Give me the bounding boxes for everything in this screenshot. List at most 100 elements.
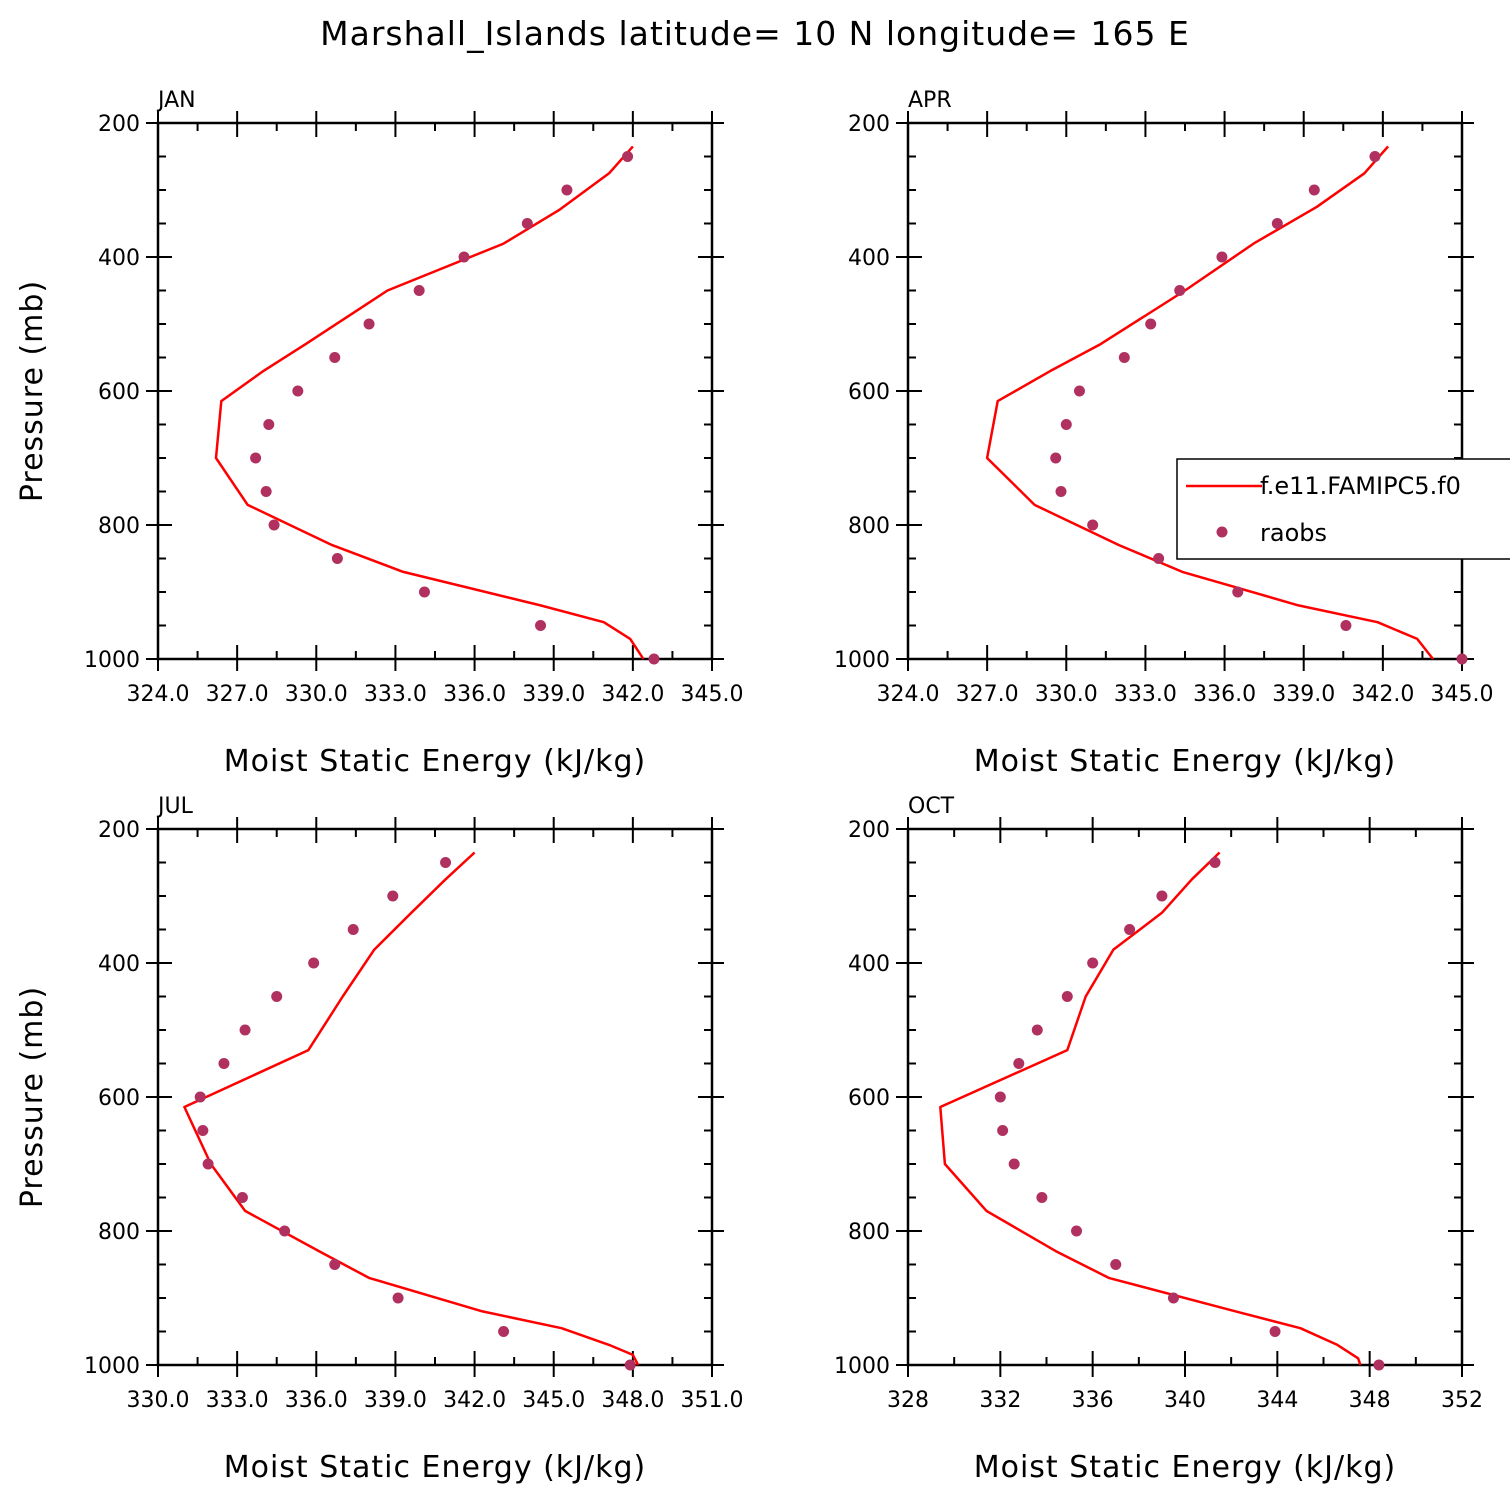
panel-jan: 200 400 600 800 1000 324.0 327.0 330.0 333.0 336.… <box>15 88 743 779</box>
obs-data-point <box>292 385 304 397</box>
obs-data-point <box>1167 1292 1179 1304</box>
x-tick-label: 327.0 <box>956 682 1019 707</box>
obs-data-point <box>1456 653 1468 665</box>
x-tick-label: 333.0 <box>364 682 427 707</box>
obs-data-point <box>308 957 320 969</box>
model-series-line <box>985 145 1434 660</box>
y-tick-label: 200 <box>98 112 140 137</box>
obs-data-point <box>260 486 272 497</box>
obs-data-point <box>561 184 573 196</box>
obs-data-point <box>194 1091 206 1103</box>
x-tick-label: 333.0 <box>1114 682 1177 707</box>
obs-data-point <box>271 991 283 1002</box>
obs-data-point <box>440 857 452 868</box>
y-tick-label: 400 <box>848 246 890 271</box>
x-tick-label: 352 <box>1441 1388 1483 1413</box>
obs-data-point <box>535 620 547 631</box>
obs-data-point <box>1055 486 1067 497</box>
obs-data-point <box>329 352 341 363</box>
y-tick-label: 800 <box>848 514 890 539</box>
obs-data-point <box>1209 857 1221 868</box>
obs-data-point <box>268 519 280 531</box>
figure-title: Marshall_Islands latitude= 10 N longitud… <box>320 14 1190 53</box>
x-tick-label: 345.0 <box>522 1388 585 1413</box>
x-tick-label: 324.0 <box>877 682 940 707</box>
y-axis-title: Pressure (mb) <box>15 986 50 1208</box>
obs-data-point <box>329 1259 341 1270</box>
obs-data-point <box>1124 924 1136 935</box>
x-tick-label: 336.0 <box>285 1388 348 1413</box>
x-tick-label: 344 <box>1256 1388 1298 1413</box>
model-series-line <box>214 145 645 660</box>
model-series-line <box>939 851 1362 1366</box>
plot-frame <box>906 121 1464 661</box>
obs-data-point <box>1036 1192 1048 1203</box>
obs-data-point <box>458 251 470 263</box>
x-tick-label: 340 <box>1164 1388 1206 1413</box>
legend-obs-label: raobs <box>1260 519 1327 547</box>
obs-data-point <box>331 553 343 564</box>
y-tick-label: 800 <box>98 1220 140 1245</box>
y-tick-label: 400 <box>98 246 140 271</box>
x-tick-label: 330.0 <box>127 1388 190 1413</box>
obs-data-point <box>418 586 430 598</box>
x-axis-title: Moist Static Energy (kJ/kg) <box>974 744 1397 779</box>
y-tick-label: 1000 <box>84 1354 140 1379</box>
plot-frame <box>906 827 1464 1367</box>
x-tick-label: 327.0 <box>206 682 269 707</box>
panel-title: JUL <box>156 794 194 819</box>
obs-data-point <box>263 419 275 430</box>
obs-data-point <box>1071 1225 1083 1237</box>
obs-data-point <box>648 653 660 665</box>
obs-data-point <box>1031 1024 1043 1036</box>
y-tick-label: 600 <box>848 380 890 405</box>
x-axis-title: Moist Static Energy (kJ/kg) <box>224 1450 647 1485</box>
y-tick-label: 200 <box>848 112 890 137</box>
obs-data-point <box>1008 1158 1020 1170</box>
panel-jul: 200 400 600 800 1000 330.0 333.0 336.0 339.0 342.… <box>15 794 743 1485</box>
obs-data-point <box>1061 991 1073 1002</box>
y-tick-label: 600 <box>848 1086 890 1111</box>
x-tick-label: 348.0 <box>601 1388 664 1413</box>
obs-data-point <box>197 1125 209 1136</box>
obs-data-point <box>1269 1326 1281 1337</box>
panel-oct: 200 400 600 800 1000 328 332 336 340 344 348 352 OCT… <box>834 794 1483 1485</box>
x-tick-label: 339.0 <box>1272 682 1335 707</box>
obs-data-point <box>413 285 425 296</box>
obs-data-point <box>1308 184 1320 196</box>
model-series-line <box>183 851 640 1366</box>
panel-title: OCT <box>908 794 955 819</box>
x-tick-label: 336.0 <box>1193 682 1256 707</box>
y-tick-label: 1000 <box>84 648 140 673</box>
x-tick-label: 342.0 <box>443 1388 506 1413</box>
obs-data-point <box>392 1292 404 1304</box>
obs-data-point <box>1013 1058 1025 1069</box>
obs-data-point <box>1087 519 1099 531</box>
y-tick-label: 600 <box>98 1086 140 1111</box>
obs-data-point <box>997 1125 1009 1136</box>
x-axis-title: Moist Static Energy (kJ/kg) <box>224 744 647 779</box>
panel-title: APR <box>908 88 952 113</box>
obs-data-point <box>1110 1259 1122 1270</box>
obs-data-point <box>624 1359 636 1371</box>
y-tick-label: 600 <box>98 380 140 405</box>
obs-data-point <box>994 1091 1006 1103</box>
obs-data-point <box>622 151 634 162</box>
x-axis-title: Moist Static Energy (kJ/kg) <box>974 1450 1397 1485</box>
x-tick-label: 348 <box>1349 1388 1391 1413</box>
y-axis-title: Pressure (mb) <box>15 280 50 502</box>
y-tick-label: 400 <box>848 952 890 977</box>
obs-data-point <box>1087 957 1099 969</box>
x-tick-label: 339.0 <box>364 1388 427 1413</box>
obs-data-point <box>1153 553 1165 564</box>
obs-data-point <box>1271 218 1283 229</box>
x-tick-label: 342.0 <box>1351 682 1414 707</box>
x-tick-label: 339.0 <box>522 682 585 707</box>
x-tick-label: 342.0 <box>601 682 664 707</box>
legend: f.e11.FAMIPC5.f0 raobs <box>1176 458 1510 560</box>
obs-data-point <box>1073 385 1085 397</box>
y-tick-label: 800 <box>848 1220 890 1245</box>
x-tick-label: 345.0 <box>1431 682 1494 707</box>
plot-frame <box>156 827 714 1367</box>
obs-data-point <box>1118 352 1130 363</box>
